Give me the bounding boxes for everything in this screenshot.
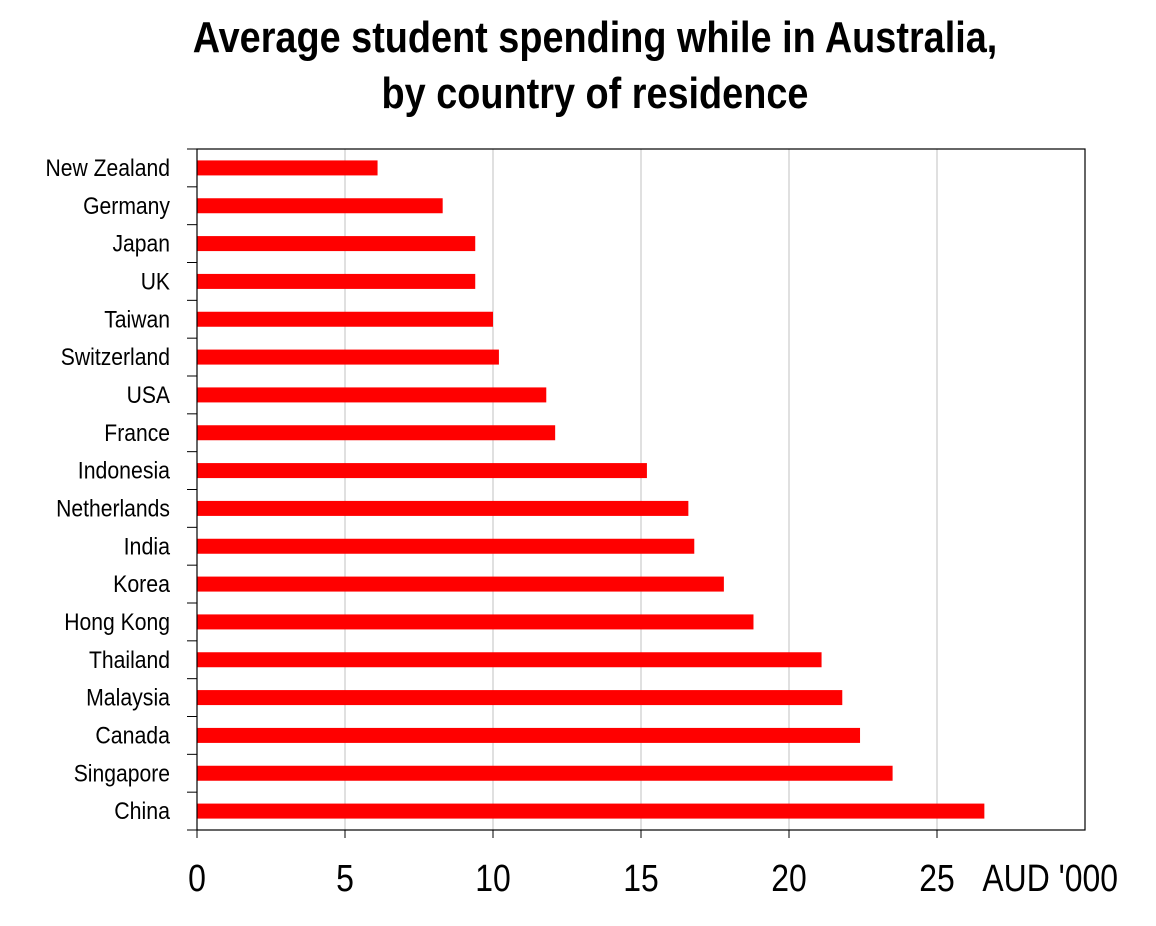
category-label: India [124,533,171,560]
bar-malaysia [197,690,843,706]
bar-hong-kong [197,614,754,630]
bar-thailand [197,652,822,668]
category-label: Canada [95,722,170,749]
x-tick-label: 15 [623,858,659,900]
category-label: China [114,798,170,825]
category-label: UK [141,268,170,295]
x-tick-label: 25 [919,858,955,900]
x-tick-label: 20 [771,858,807,900]
category-label: Switzerland [61,344,170,371]
gridlines [344,149,938,830]
category-label: Singapore [74,760,170,787]
category-label: New Zealand [46,155,171,182]
bar-india [197,538,695,554]
x-tick-label: 5 [336,858,354,900]
category-label: Germany [83,193,170,220]
labels: New Zealand Germany Japan UK Taiwan Switzerla… [46,155,1119,900]
bar-uk [197,273,476,289]
category-label: Thailand [89,647,170,674]
x-unit-label: AUD '000 [982,858,1118,900]
category-label: France [104,420,170,447]
bar-netherlands [197,500,689,516]
category-label: Taiwan [104,306,170,333]
bar-switzerland [197,349,499,365]
bars [197,160,985,819]
bar-singapore [197,765,893,781]
bar-indonesia [197,463,647,479]
x-tick-label: 0 [188,858,206,900]
chart-title-line-2: by country of residence [381,69,809,118]
chart-title-line-1: Average student spending while in Austra… [192,13,998,62]
bar-canada [197,727,861,743]
chart-title: Average student spending while in Austra… [83,10,1106,122]
category-label: Hong Kong [64,609,170,636]
category-label: Korea [113,571,170,598]
bar-new-zealand [197,160,378,176]
category-label: Indonesia [78,458,171,485]
bar-korea [197,576,724,592]
bar-france [197,425,556,441]
category-label: Japan [113,231,171,258]
category-label: Netherlands [56,495,170,522]
bar-germany [197,198,443,214]
category-label: USA [127,382,170,409]
bar-taiwan [197,311,493,327]
bar-china [197,803,985,819]
category-label: Malaysia [86,685,170,712]
bar-usa [197,387,547,403]
axes [187,148,1086,838]
bar-japan [197,236,476,252]
x-tick-label: 10 [475,858,511,900]
